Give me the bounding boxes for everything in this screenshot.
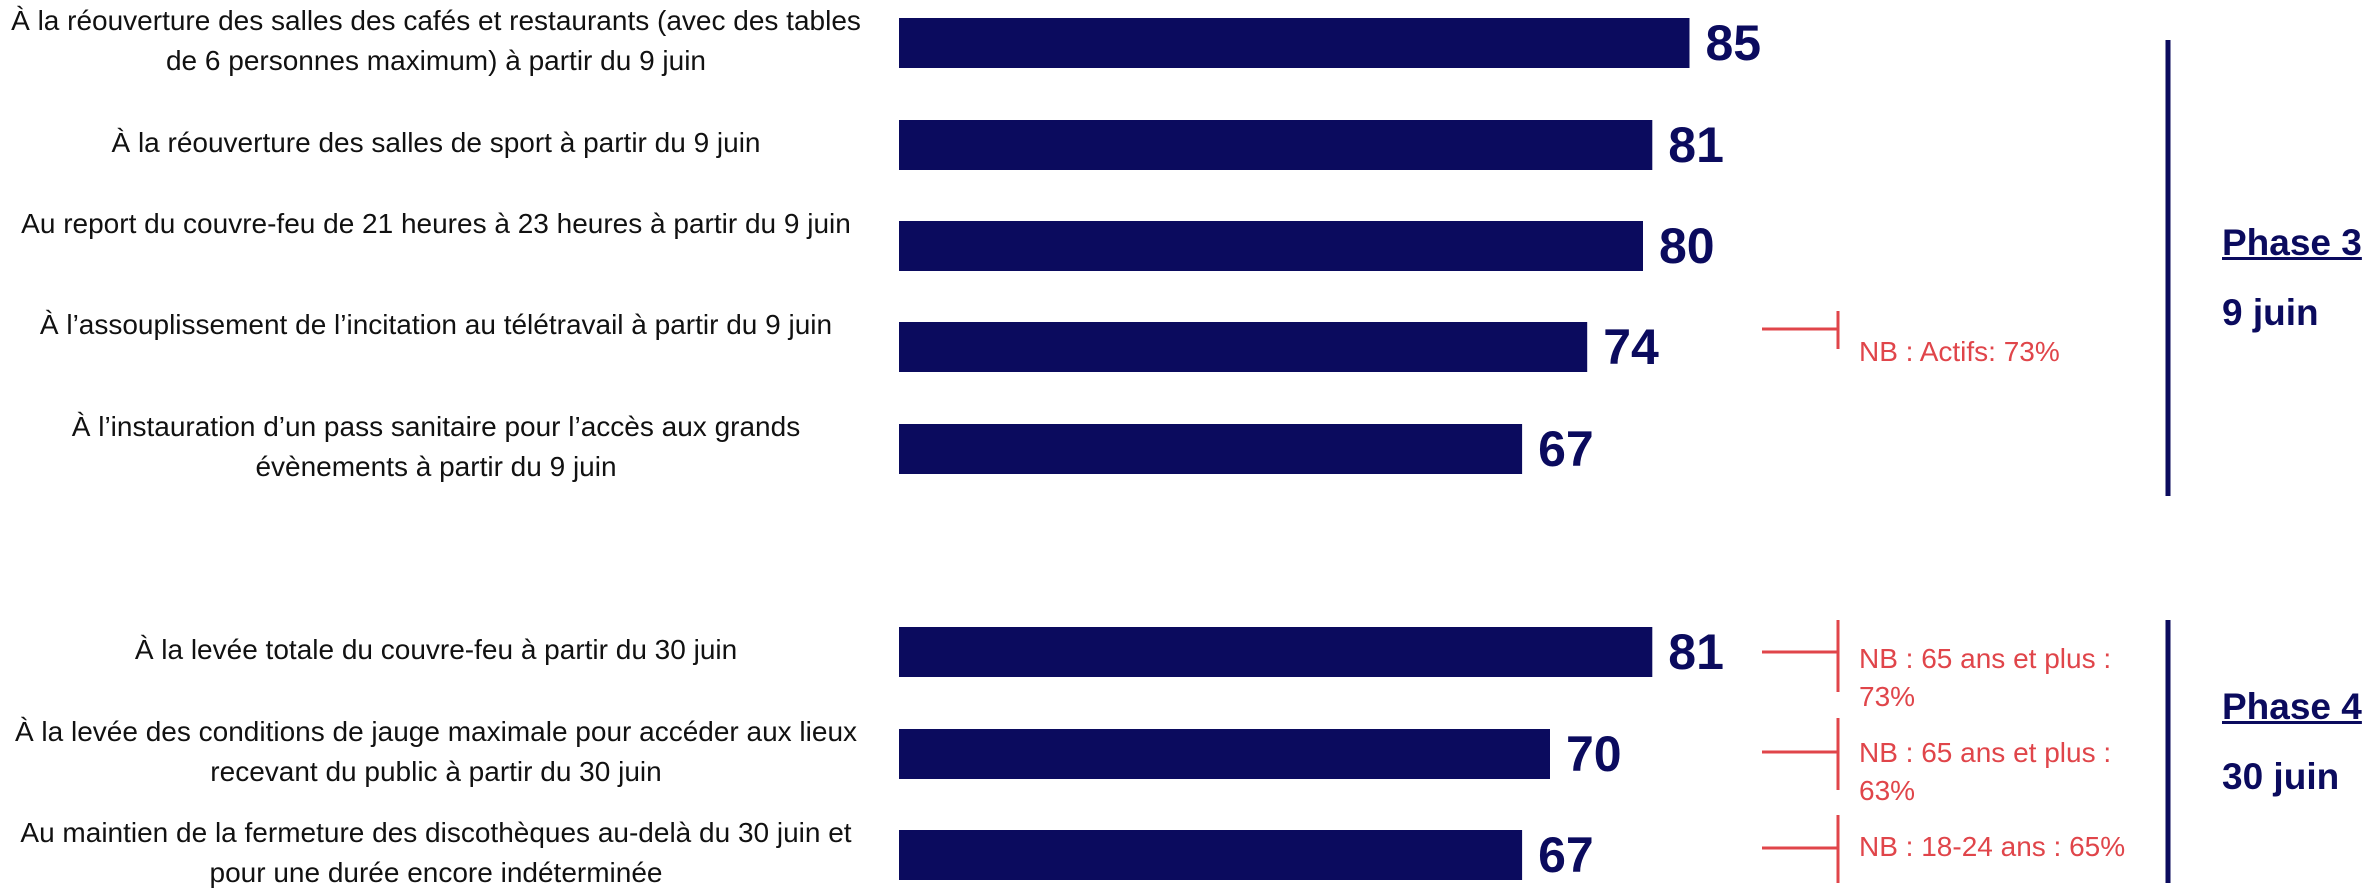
category-label: À l’instauration d’un pass sanitaire pou…: [71, 411, 801, 482]
bar: [899, 120, 1653, 170]
annotation-text: NB : 65 ans et plus : 73%: [1859, 643, 2112, 712]
bar-value-label: 67: [1538, 827, 1594, 883]
phase-4-title: Phase 4: [2222, 686, 2362, 727]
phase-4-group-label: Phase 4 30 juin: [2222, 686, 2362, 798]
bar-value-label: 81: [1668, 624, 1724, 680]
bar-value-label: 67: [1538, 421, 1594, 477]
bar: [899, 627, 1653, 677]
bar: [899, 830, 1523, 880]
bar: [899, 322, 1588, 372]
annotation-text: NB : 65 ans et plus : 63%: [1859, 737, 2112, 806]
annotation-text: NB : 18-24 ans : 65%: [1859, 831, 2126, 862]
category-label: À l’assouplissement de l’incitation au t…: [39, 309, 833, 340]
category-label: Au report du couvre-feu de 21 heures à 2…: [21, 208, 851, 239]
bar-value-label: 80: [1659, 218, 1715, 274]
phase-3-group-label: Phase 3 9 juin: [2222, 222, 2362, 334]
category-label: À la réouverture des salles des cafés et…: [11, 5, 861, 76]
category-label: Au maintien de la fermeture des discothè…: [20, 817, 852, 888]
bar: [899, 424, 1523, 474]
bar-value-label: 70: [1566, 726, 1622, 782]
category-label: À la réouverture des salles de sport à p…: [111, 127, 761, 158]
bar: [899, 221, 1643, 271]
bar-value-label: 81: [1668, 117, 1724, 173]
phase-3-title: Phase 3: [2222, 222, 2362, 263]
bar-value-label: 74: [1603, 319, 1659, 375]
bar: [899, 729, 1550, 779]
bar-value-label: 85: [1706, 15, 1762, 71]
category-label: À la levée totale du couvre-feu à partir…: [134, 634, 738, 665]
phase-3-date: 9 juin: [2222, 292, 2319, 333]
annotation-text: NB : Actifs: 73%: [1859, 336, 2060, 367]
phase-4-date: 30 juin: [2222, 756, 2340, 797]
bar: [899, 18, 1690, 68]
category-label: À la levée des conditions de jauge maxim…: [14, 716, 858, 787]
